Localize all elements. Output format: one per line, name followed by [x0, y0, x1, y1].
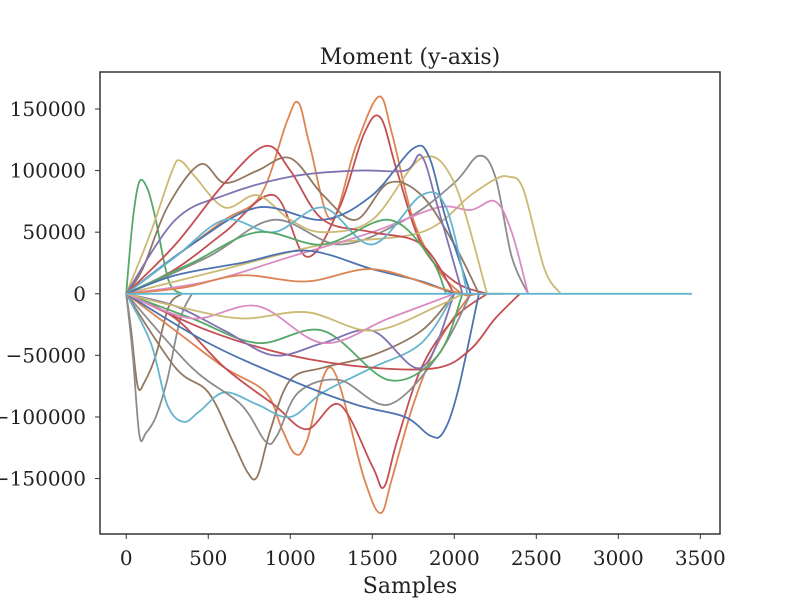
series-line-8 — [125, 156, 480, 295]
x-tick-label: 2000 — [429, 546, 480, 570]
series-line-23 — [125, 293, 480, 439]
y-tick-label: −100000 — [0, 405, 86, 429]
y-tick-label: 100000 — [10, 159, 86, 183]
x-tick-label: 0 — [120, 546, 133, 570]
x-tick-label: 2500 — [511, 546, 562, 570]
series-layer — [125, 95, 693, 515]
series-line-13 — [125, 218, 447, 295]
x-tick-label: 3000 — [593, 546, 644, 570]
series-line-28 — [125, 292, 463, 332]
chart-title: Moment (y-axis) — [320, 45, 501, 70]
series-line-7 — [125, 155, 488, 295]
series-line-19 — [125, 292, 488, 489]
series-line-12 — [125, 191, 469, 295]
series-line-21 — [125, 293, 456, 423]
series-line-11 — [125, 144, 456, 295]
series-line-26 — [125, 292, 456, 370]
series-line-9 — [125, 144, 472, 295]
series-line-15 — [126, 268, 463, 295]
series-line-17 — [125, 293, 193, 443]
series-line-18 — [125, 293, 472, 515]
x-tick-label: 1500 — [347, 546, 398, 570]
y-axis-ticks: 150000 100000 50000 0 −50000 −100000 −150000 — [0, 97, 100, 491]
plot-frame — [99, 71, 721, 535]
series-line-3 — [125, 114, 488, 295]
series-line-2 — [125, 95, 504, 297]
series-line-22 — [125, 293, 472, 445]
y-tick-label: 0 — [73, 282, 86, 306]
x-tick-label: 3500 — [675, 546, 726, 570]
y-tick-label: 50000 — [22, 220, 86, 244]
series-line-1 — [125, 178, 183, 295]
y-tick-label: −50000 — [6, 343, 86, 367]
y-tick-label: 150000 — [10, 97, 86, 121]
x-axis-ticks: 0 500 1000 1500 2000 2500 3000 3500 — [120, 534, 726, 570]
x-axis-label: Samples — [363, 574, 457, 599]
series-line-20 — [125, 293, 455, 481]
series-line-5 — [125, 175, 562, 295]
series-line-24 — [125, 292, 521, 371]
x-tick-label: 1000 — [265, 546, 316, 570]
x-tick-label: 500 — [189, 546, 227, 570]
series-line-10 — [125, 153, 464, 295]
y-tick-label: −150000 — [0, 467, 86, 491]
series-line-27 — [125, 292, 455, 344]
